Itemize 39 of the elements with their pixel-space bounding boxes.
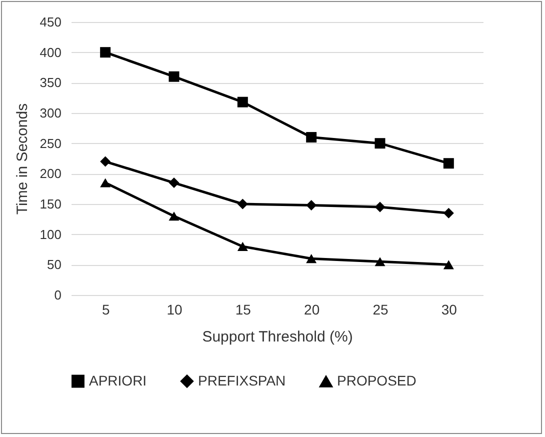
point [100,156,111,167]
point [306,200,317,210]
y-axis-title: Time in Seconds [14,103,31,215]
y-tick-label: 150 [40,196,62,212]
point [306,132,317,143]
x-tick-label: 20 [304,302,320,318]
point [374,257,386,266]
point [374,138,386,149]
point [100,47,111,58]
point [168,178,180,188]
y-tick-label: 400 [40,44,62,60]
y-tick-label: 0 [54,288,62,302]
point [237,242,248,252]
legend-label: PREFIXSPAN [198,372,286,388]
y-tick-label: 350 [40,75,62,90]
x-tick-label: 25 [372,302,388,318]
point [443,158,454,169]
point [374,202,386,212]
point [100,178,111,188]
y-tick-label: 50 [47,257,62,272]
y-tick-label: 300 [40,106,62,120]
y-tick-label: 450 [40,14,62,30]
x-tick-label: 10 [166,302,182,318]
y-tick-label: 250 [40,136,62,151]
point [443,208,454,218]
x-tick-label: 15 [235,302,252,318]
legend-label: PROPOSED [337,372,416,389]
legend-label: APRIORI [89,372,147,388]
x-tick-label: 30 [441,302,458,318]
point [306,254,317,264]
point [168,71,180,82]
point [168,212,180,221]
x-tick-label: 5 [102,302,110,318]
y-tick-label: 200 [40,166,62,182]
x-axis-title: Support Threshold (%) [202,328,353,346]
point [237,96,248,108]
point [237,198,248,210]
y-tick-label: 100 [40,226,62,242]
point [443,260,454,270]
